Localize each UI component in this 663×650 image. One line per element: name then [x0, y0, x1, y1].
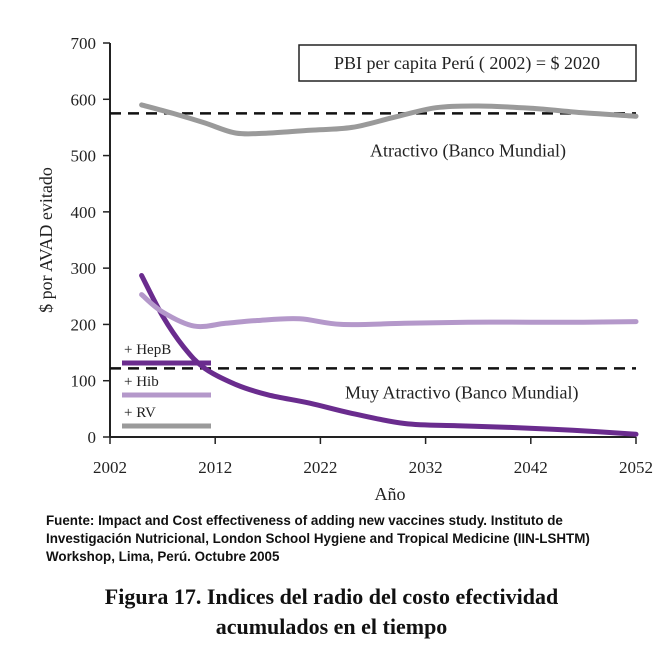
- x-tick-label: 2032: [409, 458, 443, 477]
- axes: [109, 43, 636, 438]
- y-tick-label: 400: [71, 203, 97, 222]
- series-line: [139, 102, 639, 137]
- reference-line-label: Muy Atractivo (Banco Mundial): [345, 382, 578, 403]
- gdp-annotation: PBI per capita Perú ( 2002) = $ 2020: [298, 44, 637, 82]
- x-tick-label: 2052: [619, 458, 653, 477]
- legend-label: + HepB: [124, 342, 171, 358]
- x-tick-label: 2022: [303, 458, 337, 477]
- annotation-text: PBI per capita Perú ( 2002) = $ 2020: [334, 53, 600, 74]
- series-line: [139, 292, 639, 330]
- x-tick-label: 2002: [93, 458, 127, 477]
- legend-label: + RV: [124, 405, 156, 421]
- reference-lines: Atractivo (Banco Mundial) Muy Atractivo (…: [110, 112, 636, 403]
- y-tick-label: 100: [71, 372, 97, 391]
- y-axis-label: $ por AVAD evitado: [36, 167, 56, 313]
- y-tick-label: 600: [71, 90, 97, 109]
- figure-caption: Figura 17. Indices del radio del costo e…: [0, 582, 663, 642]
- y-tick-label: 200: [71, 315, 97, 334]
- series-lines: [139, 102, 639, 437]
- y-tick-label: 300: [71, 259, 97, 278]
- caption-line-1: Figura 17. Indices del radio del costo e…: [104, 584, 559, 609]
- y-tick-label: 700: [71, 34, 97, 53]
- legend: + HepB + Hib + RV: [122, 342, 211, 429]
- legend-label: + Hib: [124, 374, 159, 390]
- x-tick-label: 2042: [514, 458, 548, 477]
- caption-line-2: acumulados en el tiempo: [215, 614, 448, 639]
- y-axis-ticks: 0 100 200 300 400 500 600 700: [71, 34, 110, 447]
- x-tick-label: 2012: [198, 458, 232, 477]
- series-line: [139, 273, 639, 437]
- y-tick-label: 0: [88, 428, 97, 447]
- x-axis-label: Año: [375, 484, 406, 504]
- annotation-box: [298, 44, 637, 82]
- source-note: Fuente: Impact and Cost effectiveness of…: [46, 513, 590, 564]
- x-axis-ticks: 2002 2012 2022 2032 2042 2052: [93, 437, 653, 477]
- y-tick-label: 500: [71, 147, 97, 166]
- reference-line-label: Atractivo (Banco Mundial): [370, 140, 566, 161]
